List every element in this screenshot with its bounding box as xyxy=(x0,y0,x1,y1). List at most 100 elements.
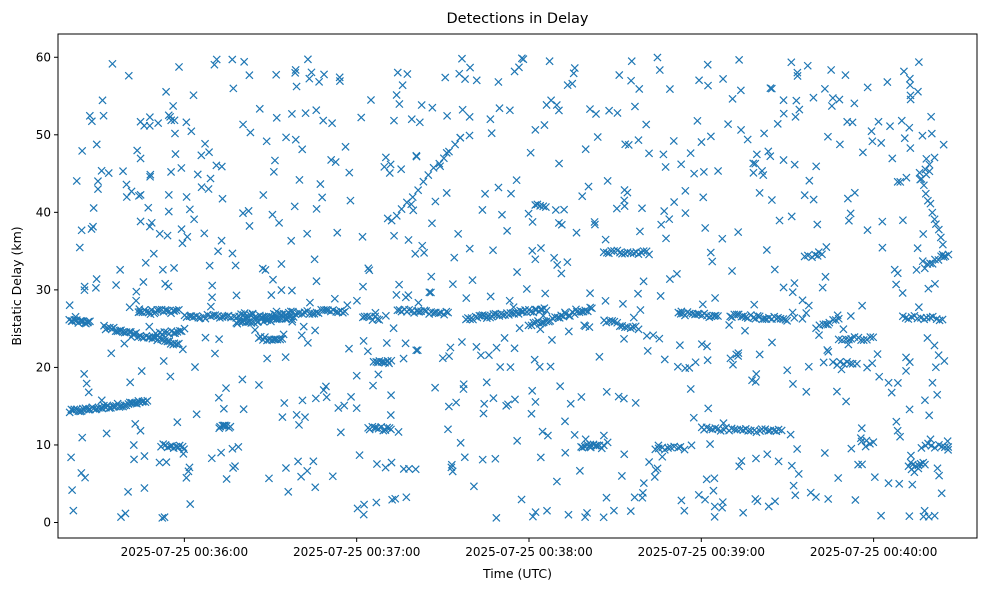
detection-point xyxy=(607,246,616,255)
x-tick-label: 2025-07-25 00:38:00 xyxy=(465,545,592,559)
detection-point xyxy=(568,79,577,88)
detection-point xyxy=(690,169,699,178)
detection-point xyxy=(798,314,807,323)
detection-point xyxy=(429,163,438,172)
detection-point xyxy=(590,220,599,229)
detection-point xyxy=(69,506,78,515)
detection-point xyxy=(146,172,155,181)
detection-point xyxy=(655,65,664,75)
detection-point xyxy=(791,112,800,121)
detection-point xyxy=(231,261,240,270)
detection-point xyxy=(286,307,295,316)
detection-point xyxy=(635,84,644,93)
detection-point xyxy=(177,163,186,172)
detection-point xyxy=(412,151,421,160)
detection-point xyxy=(670,198,679,207)
detection-point xyxy=(914,303,923,312)
detection-point xyxy=(695,76,704,85)
detection-point xyxy=(703,356,712,365)
detection-point xyxy=(793,68,802,77)
detection-point xyxy=(737,457,746,466)
detection-point xyxy=(899,67,908,76)
detection-point xyxy=(279,330,288,339)
detection-point xyxy=(120,339,129,348)
detection-point xyxy=(602,248,611,257)
detection-point xyxy=(174,62,184,72)
detection-point xyxy=(484,351,493,360)
detection-point xyxy=(887,388,896,397)
detection-point xyxy=(418,241,427,250)
detection-point xyxy=(72,176,81,185)
detection-point xyxy=(710,502,719,511)
detection-point xyxy=(531,255,540,264)
detection-point xyxy=(372,460,381,469)
detection-point xyxy=(728,360,737,369)
detection-point xyxy=(749,313,758,322)
detection-point xyxy=(479,409,488,418)
detection-point xyxy=(397,165,406,174)
detection-point xyxy=(719,74,728,83)
detection-point xyxy=(912,265,921,274)
detection-point xyxy=(524,321,533,330)
detection-point xyxy=(834,473,843,483)
detection-point xyxy=(551,205,560,215)
detection-point xyxy=(93,185,103,194)
detection-point xyxy=(681,186,690,195)
detection-point xyxy=(84,405,93,414)
detection-point xyxy=(230,462,240,471)
detection-point xyxy=(570,64,579,73)
detection-point xyxy=(178,239,187,248)
detection-point xyxy=(482,378,491,387)
detection-point xyxy=(711,311,720,320)
detection-point xyxy=(80,282,89,291)
detection-point xyxy=(877,138,886,147)
detection-point xyxy=(541,289,550,298)
detection-point xyxy=(312,106,321,115)
detection-point xyxy=(896,177,905,186)
detection-point xyxy=(547,96,556,105)
detection-point xyxy=(554,218,563,227)
detection-point xyxy=(185,463,194,472)
detection-point xyxy=(154,119,163,128)
detection-point xyxy=(363,312,372,321)
detection-point xyxy=(145,322,154,331)
detection-point xyxy=(777,426,786,435)
detection-point xyxy=(766,152,775,161)
detection-point xyxy=(586,440,595,449)
detection-point xyxy=(389,324,398,333)
detection-point xyxy=(639,247,648,256)
detection-point xyxy=(381,153,390,162)
detection-point xyxy=(531,125,540,134)
detection-point xyxy=(718,498,727,507)
detection-point xyxy=(693,309,702,318)
detection-point xyxy=(281,463,290,473)
detection-point xyxy=(546,362,555,371)
detection-point xyxy=(142,307,151,316)
detection-point xyxy=(291,68,300,77)
detection-point xyxy=(788,308,797,317)
detection-point xyxy=(392,290,401,299)
detection-point xyxy=(309,457,318,466)
detection-point xyxy=(631,398,640,407)
detection-point xyxy=(788,379,797,388)
detection-point xyxy=(735,55,744,64)
detection-point xyxy=(228,55,237,64)
detection-point xyxy=(344,344,353,353)
detection-point xyxy=(527,409,536,418)
detection-point xyxy=(875,372,884,381)
detection-point xyxy=(878,217,887,226)
detection-point xyxy=(208,281,217,290)
detection-point xyxy=(824,494,833,503)
detection-point xyxy=(699,193,708,202)
detection-point xyxy=(228,249,237,258)
detection-point xyxy=(145,121,154,130)
detection-point xyxy=(563,81,572,90)
detection-point xyxy=(542,506,552,515)
detection-point xyxy=(531,397,540,406)
detection-point xyxy=(926,435,935,444)
detection-point xyxy=(124,71,133,80)
detection-point xyxy=(93,177,102,186)
detection-point xyxy=(660,207,669,216)
detection-point xyxy=(685,363,694,372)
detection-point xyxy=(626,507,635,516)
